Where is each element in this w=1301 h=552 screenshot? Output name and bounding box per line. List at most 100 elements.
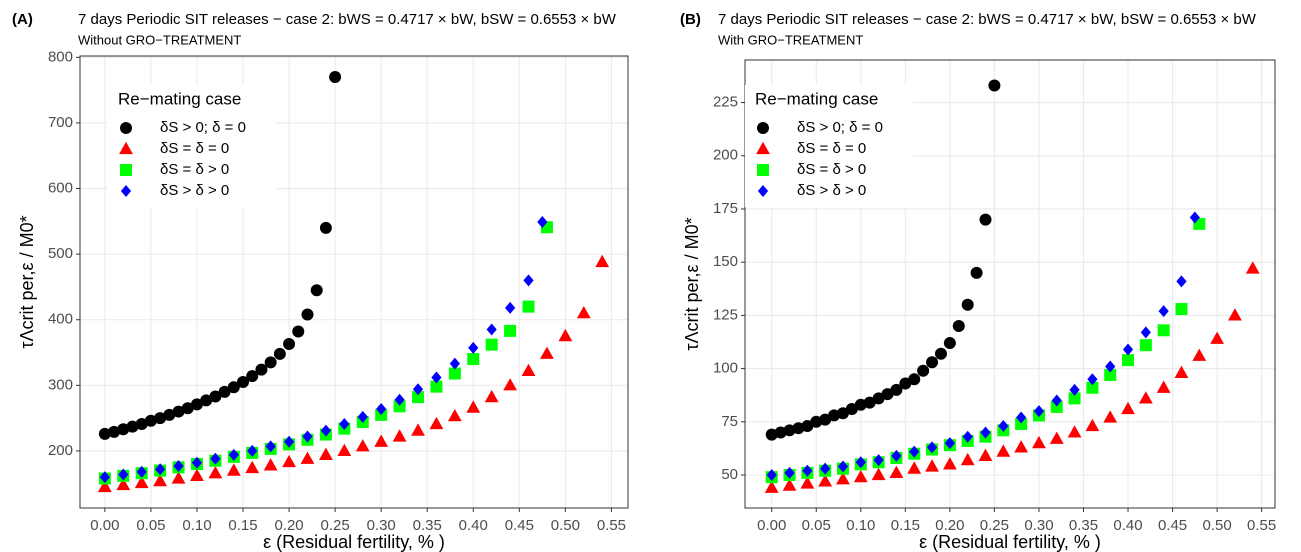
y-axis-label: τΛcrit per,ε / M0* (682, 217, 702, 350)
point (1174, 365, 1189, 378)
legend-label: δS = δ = 0 (160, 140, 229, 157)
point (926, 356, 939, 369)
point (264, 356, 277, 369)
legend-label: δS > δ > 0 (160, 182, 229, 199)
point (1245, 261, 1260, 274)
point (245, 460, 260, 474)
point (1158, 305, 1169, 318)
y-tick-label: 200 (713, 147, 738, 164)
x-tick-label: 0.15 (891, 517, 920, 534)
point (764, 480, 779, 493)
point (943, 337, 956, 350)
x-tick-label: 0.10 (182, 517, 211, 534)
point (1016, 411, 1027, 424)
point (819, 413, 832, 426)
legend-label: δS > δ > 0 (797, 182, 866, 199)
point (1015, 417, 1028, 430)
point (845, 403, 858, 416)
point (558, 328, 573, 342)
point (376, 402, 387, 415)
point (449, 357, 460, 370)
point (1014, 440, 1029, 453)
point (1086, 381, 1099, 394)
point (1105, 360, 1116, 373)
point (523, 274, 534, 287)
point (466, 400, 481, 413)
point (448, 367, 461, 380)
point (1122, 354, 1135, 367)
x-tick-label: 0.30 (1024, 517, 1053, 534)
point (310, 284, 323, 297)
point (227, 381, 240, 394)
x-tick-label: 0.35 (413, 517, 442, 534)
point (237, 376, 250, 389)
point (1176, 275, 1187, 288)
point (302, 430, 313, 443)
x-tick-label: 0.55 (1247, 517, 1276, 534)
point (757, 122, 769, 134)
plot-border (744, 59, 1276, 509)
y-tick-label: 50 (721, 466, 738, 483)
point (154, 412, 167, 425)
point (263, 458, 278, 471)
point (522, 300, 535, 313)
point (890, 383, 903, 396)
x-tick-label: 0.50 (1202, 517, 1231, 534)
point (412, 391, 425, 404)
y-tick-label: 150 (713, 253, 738, 270)
point (800, 476, 815, 489)
point (485, 338, 498, 351)
point (412, 383, 424, 396)
point (429, 416, 444, 430)
x-tick-label: 0.20 (274, 517, 303, 534)
point (1085, 418, 1100, 432)
x-tick-label: 0.25 (980, 517, 1009, 534)
x-tick-label: 0.40 (459, 517, 488, 534)
point (820, 462, 831, 475)
point (337, 443, 352, 457)
y-tick-label: 500 (48, 245, 73, 262)
point (576, 305, 591, 319)
y-tick-label: 600 (48, 179, 73, 196)
point (153, 473, 168, 487)
point (468, 341, 479, 354)
legend-label: δS > 0; δ = 0 (160, 119, 246, 136)
point (430, 380, 443, 393)
x-axis-label: ε (Residual fertility, % ) (919, 532, 1101, 552)
chart-title: 7 days Periodic SIT releases − case 2: b… (718, 11, 1257, 28)
x-tick-label: 0.30 (367, 517, 396, 534)
point (891, 449, 902, 462)
y-tick-label: 125 (713, 306, 738, 323)
point (392, 429, 407, 442)
x-tick-label: 0.25 (321, 517, 350, 534)
point (917, 364, 930, 377)
point (1139, 339, 1152, 352)
point (960, 452, 975, 466)
point (1156, 380, 1171, 393)
point (1189, 211, 1200, 224)
y-tick-label: 100 (713, 360, 738, 377)
point (486, 323, 497, 336)
point (393, 400, 406, 413)
legend-label: δS = δ = 0 (797, 140, 866, 157)
point (273, 347, 286, 360)
y-tick-label: 175 (713, 200, 738, 217)
point (970, 266, 983, 279)
point (1138, 391, 1153, 404)
point (505, 301, 516, 314)
chart-subtitle: With GRO−TREATMENT (718, 32, 863, 47)
point (265, 440, 276, 453)
point (181, 402, 194, 415)
point (889, 465, 904, 478)
legend-box (108, 85, 276, 207)
x-tick-label: 0.50 (551, 517, 580, 534)
point (942, 457, 957, 470)
x-tick-label: 0.05 (136, 517, 165, 534)
point (226, 463, 241, 476)
chart-title: 7 days Periodic SIT releases − case 2: b… (78, 11, 617, 28)
y-tick-label: 400 (48, 311, 73, 328)
point (1121, 401, 1135, 415)
x-tick-label: 0.55 (597, 517, 626, 534)
x-tick-label: 0.00 (757, 517, 786, 534)
point (1069, 383, 1080, 396)
